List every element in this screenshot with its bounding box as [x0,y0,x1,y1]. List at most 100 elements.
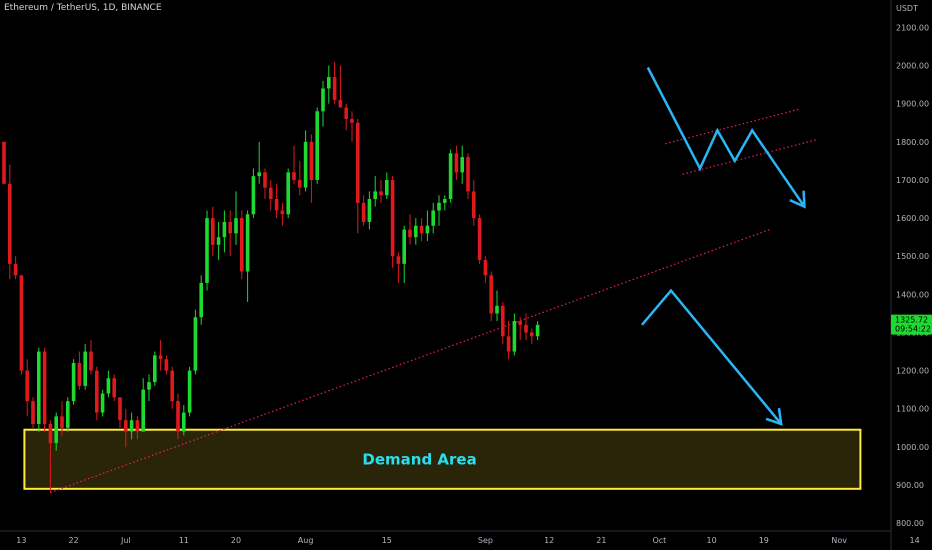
x-tick-label: 15 [382,536,392,545]
candle-body [495,305,499,314]
candle [112,374,116,402]
candle-body [292,172,296,180]
candle-body [83,351,87,386]
candle [106,370,111,398]
candle-body [286,172,290,215]
candle-body [460,157,464,173]
y-tick-label: 1100.00 [896,405,929,414]
candle [460,145,464,184]
candle [129,412,134,440]
candle [338,65,343,108]
candle [240,210,244,280]
x-tick-label: 19 [759,536,769,545]
y-tick-label: 1700.00 [896,176,929,185]
candle-body [8,183,12,264]
candle [483,256,488,283]
candle [379,179,383,203]
candle-body [448,153,453,200]
candle [54,412,58,451]
candle [489,271,493,322]
candle-body [431,210,435,226]
candle-body [211,218,215,245]
candle [512,313,517,356]
candle-body [2,141,6,184]
candle-body [240,218,244,272]
trendline-layer [50,108,817,494]
candle [535,321,540,341]
candle [83,343,87,390]
candle [495,290,499,322]
candle-body [89,351,93,371]
candle-body [100,393,105,413]
candle-body [454,153,459,173]
candle [332,61,337,104]
candle-body [350,118,354,123]
candle-body [48,424,53,444]
candle [402,225,406,283]
candle-body [234,218,238,234]
candle [315,107,319,184]
candle [321,80,325,127]
candle-body [419,225,424,234]
x-tick-label: 13 [16,536,26,545]
candle [257,141,261,184]
candle-body [176,401,180,432]
candle [298,160,302,196]
candle-body [408,229,412,238]
candle-body [71,362,76,402]
candle-body [466,157,470,192]
candle [506,321,511,360]
candle-body [193,317,198,371]
candle [414,218,418,245]
x-tick-label: 12 [544,536,554,545]
projection-layer [641,66,806,426]
candle-body [356,122,360,203]
candle [437,195,441,226]
channel-line-2 [682,139,817,175]
candle [19,275,24,375]
candle [118,397,122,428]
x-tick-label: 10 [707,536,717,545]
y-tick-label: 800.00 [896,519,924,528]
candle-body [332,77,337,100]
x-tick-label: 20 [231,536,241,545]
candle-body [257,172,261,177]
candle [199,275,203,325]
candle-body [274,199,279,211]
candle-body [321,88,325,112]
candle-body [66,401,70,428]
currency-label: USDT [896,4,918,13]
x-tick-label: Oct [652,536,666,545]
candle-body [245,214,250,272]
candle-body [13,263,18,276]
x-tick-label: 14 [910,536,920,545]
candle-body [338,99,343,108]
y-tick-label: 1900.00 [896,100,929,109]
candle [361,195,366,226]
candle [390,176,395,268]
candle [228,210,232,257]
y-tick-label: 900.00 [896,481,924,490]
candle [170,366,174,409]
candle [193,309,198,375]
candle [182,404,186,436]
candle-body [141,389,145,432]
candle-body [280,210,285,215]
candle [419,218,424,241]
candle [124,408,128,447]
candle-body [60,416,64,428]
candle-body [164,359,169,371]
candle-body [379,191,383,196]
candle-body [414,225,418,238]
candle [89,340,93,375]
candle [158,340,163,371]
y-tick-label: 1500.00 [896,252,929,261]
channel-line-1 [665,108,799,145]
candle-body [535,324,540,337]
candle [292,145,296,184]
candle-body [367,199,372,222]
candle-body [530,332,534,337]
candle [48,420,53,493]
candle-body [437,202,441,211]
